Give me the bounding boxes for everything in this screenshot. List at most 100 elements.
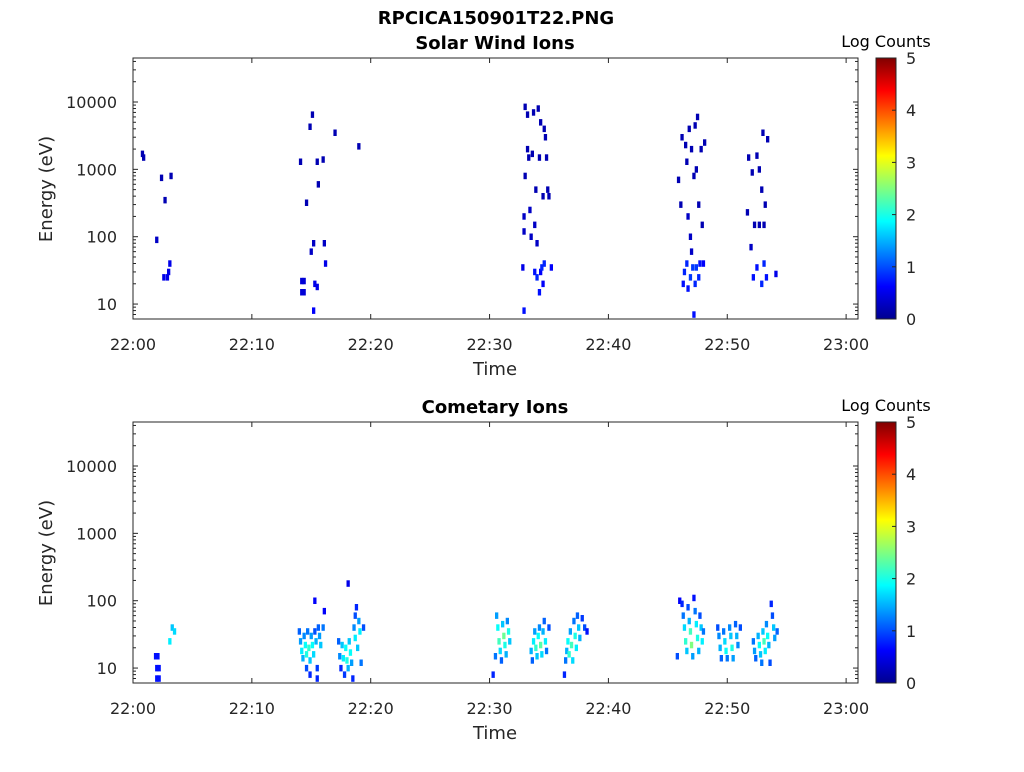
heatmap-cell [773,634,777,642]
heatmap-cell [533,221,537,229]
colorbar-tick-label: 4 [906,465,916,484]
heatmap-cell [682,268,687,276]
heatmap-cell [544,647,549,655]
heatmap-cell [697,274,701,281]
heatmap-cell [505,617,509,625]
heatmap-cell [304,651,309,658]
x-tick-label: 22:40 [585,335,631,354]
heatmap-cell [315,158,319,165]
heatmap-cell [304,199,309,206]
heatmap-cell [700,221,704,229]
x-tick-label: 22:30 [467,699,513,718]
heatmap-cell [562,671,567,678]
heatmap-cell [698,260,702,267]
heatmap-cell [678,597,682,604]
heatmap-cell [749,243,753,251]
heatmap-cell [730,644,734,652]
colorbar-tick-label: 5 [906,413,916,432]
heatmap-cell [695,634,700,642]
heatmap-cell [352,624,356,631]
heatmap-cell [546,186,550,193]
heatmap-cell [722,628,726,635]
colorbar-label-solar-wind: Log Counts [841,32,931,51]
heatmap-cell [502,632,506,640]
heatmap-cell [346,580,350,587]
colorbar-cometary: Log Counts 0 1 2 3 4 5 [841,396,931,693]
heatmap-cell [322,607,326,615]
heatmap-cell [717,632,721,640]
y-tick-label: 10 [97,659,117,678]
heatmap-cell [163,196,167,204]
heatmap-cell [155,664,159,672]
heatmap-cell [348,649,353,656]
heatmap-cell [525,111,530,118]
heatmap-cell [351,675,355,682]
heatmap-cell [497,638,501,645]
heatmap-cell [687,125,691,133]
heatmap-cell [692,172,696,180]
heatmap-cell [547,193,551,200]
heatmap-cell [312,240,316,247]
y-axis-label-solar-wind: Energy (eV) [36,136,57,242]
heatmap-cell [530,150,534,158]
heatmap-cell [684,638,688,645]
heatmap-cell [571,657,575,664]
heatmap-cell [763,647,767,655]
x-tick-label: 22:50 [704,699,750,718]
heatmap-cell [156,653,160,660]
x-tick-label: 22:30 [467,335,513,354]
colorbar-tick-label: 3 [906,517,916,536]
heatmap-cell [521,264,525,271]
heatmap-cell [533,628,537,635]
heatmap-cell [681,612,685,619]
heatmap-cell [752,647,757,655]
heatmap-cell [358,628,362,635]
heatmap-cell [700,638,704,645]
heatmap-cell [547,624,551,631]
heatmap-cell [757,166,761,173]
heatmap-cell [341,655,345,662]
heatmap-cell [735,632,739,640]
heatmap-cell [522,307,526,314]
heatmap-cell [692,311,696,318]
x-tick-label: 22:40 [585,699,631,718]
heatmap-cell [339,664,343,672]
colorbar-tick-label: 2 [906,570,916,589]
heatmap-cell [344,644,348,652]
heatmap-cell [297,628,301,635]
heatmap-cell [543,638,548,645]
heatmap-cell [350,659,354,666]
heatmap-cell [774,270,778,278]
heatmap-cell [493,653,498,660]
x-axis-label-cometary: Time [472,723,517,744]
colorbar-tick-label: 0 [906,310,916,329]
x-tick-label: 22:00 [110,699,156,718]
colorbar-tick-label: 5 [906,49,916,68]
heatmap-cell [736,641,740,649]
x-tick-label: 23:00 [823,699,869,718]
heatmap-cell [549,264,553,271]
heatmap-cell [573,632,577,640]
colorbar-ticks-solar-wind: 0 1 2 3 4 5 [892,49,916,329]
x-ticks-cometary: 22:00 22:10 22:20 22:30 22:40 22:50 23:00 [110,422,869,718]
heatmap-cell [155,236,159,244]
heatmap-cell [728,624,732,631]
heatmap-cell [676,176,681,184]
heatmap-cell [689,145,694,153]
heatmap-cell [315,675,319,682]
heatmap-cell [522,213,526,220]
heatmap-cell [775,628,779,635]
heatmap-cell [337,638,341,645]
heatmap-cell [340,641,344,649]
heatmap-cell [755,264,759,271]
heatmap-cell [306,628,310,635]
heatmap-cell [159,174,164,182]
heatmap-cell [491,671,495,678]
heatmap-cell [504,651,508,658]
heatmap-cell [540,651,544,658]
heatmap-cell [315,283,319,291]
heatmap-cell [342,671,347,678]
heatmap-cell [685,158,689,165]
heatmap-cell [689,641,694,649]
heatmap-cell [689,248,694,255]
